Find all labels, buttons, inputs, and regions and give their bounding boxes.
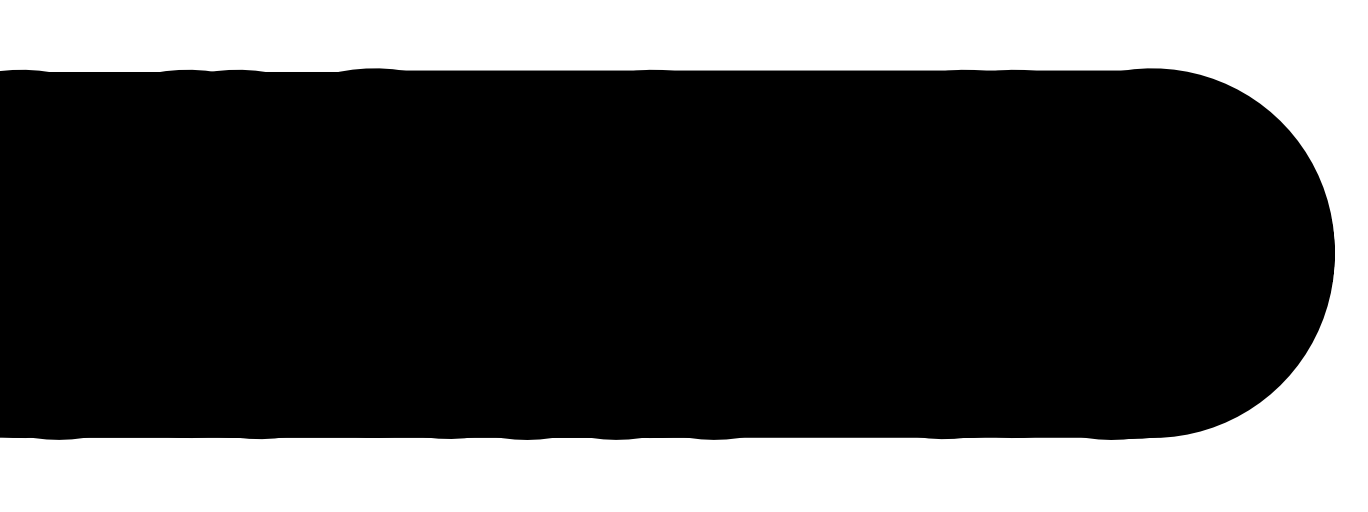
Text: С: С [654,195,663,208]
Text: B: B [1027,80,1038,95]
Text: А: А [228,131,238,144]
Circle shape [1064,210,1070,216]
Text: $U_b$: $U_b$ [748,247,765,263]
Text: $U_с$: $U_с$ [758,258,774,272]
Text: B: B [517,80,528,95]
Text: 2ТН: 2ТН [384,103,412,117]
Circle shape [335,85,341,90]
Circle shape [549,94,554,99]
Text: х: х [321,177,328,190]
Text: $а_д$: $а_д$ [986,232,1001,246]
Text: В: В [605,111,613,123]
Text: $U_{BC}$: $U_{BC}$ [603,240,624,253]
Text: b: b [833,195,841,208]
Text: Х: Х [321,131,330,144]
Text: а: а [228,177,237,190]
Text: А: А [345,131,353,144]
Circle shape [896,148,902,154]
Text: а): а) [330,276,346,294]
Text: а: а [780,195,787,208]
Text: С: С [654,111,663,123]
Text: A: A [183,90,194,104]
Text: в): в) [936,276,952,294]
Text: $U_{AC}$: $U_{AC}$ [324,238,347,253]
Circle shape [896,85,902,90]
Circle shape [549,238,554,243]
Text: В: В [900,111,908,123]
Circle shape [650,238,654,243]
Circle shape [650,76,654,81]
Text: х: х [436,177,445,190]
Circle shape [599,148,605,154]
Text: А: А [834,111,843,123]
Text: $U_{AB}$: $U_{AB}$ [553,240,573,253]
Text: О: О [726,195,736,208]
Text: О: О [654,159,663,173]
Text: О: О [761,111,772,123]
Text: C: C [1027,71,1038,86]
Text: б): б) [605,276,621,294]
Text: С: С [962,111,970,123]
Text: 1ТН: 1ТН [238,103,265,117]
Text: A: A [517,90,528,104]
Text: $U_{BC}$: $U_{BC}$ [343,257,367,272]
Circle shape [599,85,605,90]
Text: с: с [892,195,899,208]
Text: C: C [183,71,194,86]
Circle shape [599,238,605,243]
Text: Х: Х [436,131,446,144]
Text: $U_{AC}$: $U_{AC}$ [553,250,575,264]
Text: A: A [1027,90,1038,104]
Text: $U_{AB}$: $U_{AB}$ [246,257,268,272]
Circle shape [599,153,605,158]
Circle shape [958,76,963,81]
Text: B: B [183,80,194,95]
Text: а: а [554,195,562,208]
Text: C: C [517,71,528,86]
Circle shape [830,94,836,99]
Text: $х_д$: $х_д$ [1060,232,1075,246]
Circle shape [788,171,793,177]
Circle shape [335,224,341,229]
Text: А: А [554,111,562,123]
Text: $U_а$: $U_а$ [739,237,754,252]
Circle shape [841,171,847,177]
Circle shape [432,76,438,81]
Text: b: b [605,195,611,208]
Text: а: а [345,177,352,190]
